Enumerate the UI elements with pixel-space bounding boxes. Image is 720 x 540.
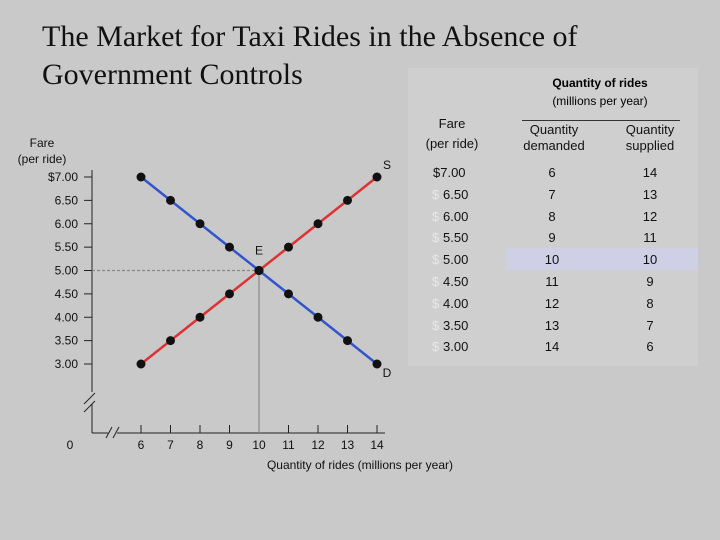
table-cell-demanded: 7 — [548, 186, 556, 202]
y-tick-label: 4.00 — [55, 310, 79, 324]
y-tick-label: $7.00 — [48, 170, 78, 184]
data-point-S — [284, 242, 293, 252]
demanded-column-header: Quantity demanded — [523, 122, 585, 153]
y-axis-break — [83, 400, 96, 413]
data-point-D — [195, 219, 205, 229]
table-cell-supplied: 6 — [646, 339, 654, 355]
x-tick-label: 14 — [370, 438, 384, 452]
table-cell-fare: 4.50 — [443, 274, 469, 289]
table-cell-supplied: 10 — [642, 252, 658, 268]
fare-dollar-ghost: $ — [432, 339, 440, 355]
table-header-title: Quantity of rides — [552, 76, 648, 90]
data-point-S — [166, 336, 175, 346]
data-point-D — [225, 242, 234, 252]
data-point-S — [372, 172, 382, 182]
x-tick-label: 7 — [167, 438, 174, 452]
table-cell-supplied: 13 — [642, 186, 658, 202]
fare-dollar-ghost: $ — [432, 295, 440, 311]
x-tick-label: 9 — [226, 438, 233, 452]
table-cell-demanded: 14 — [544, 339, 560, 355]
table-cell-demanded: 6 — [548, 165, 556, 180]
y-axis-label: (per ride) — [18, 152, 67, 166]
header-rule — [522, 120, 680, 121]
x-tick-label: 12 — [311, 438, 325, 452]
fare-dollar-ghost: $ — [432, 186, 440, 202]
table-cell-supplied: 11 — [643, 230, 657, 246]
table-cell-demanded: 10 — [544, 252, 560, 268]
x-axis-label: Quantity of rides (millions per year) — [267, 458, 453, 472]
fare-dollar-ghost: $ — [432, 252, 440, 268]
table-cell-demanded: 9 — [548, 230, 556, 246]
fare-column-header: Fare (per ride) — [414, 116, 490, 152]
data-point-D — [313, 312, 323, 322]
equilibrium-label: E — [255, 244, 263, 258]
x-axis-break — [105, 426, 113, 439]
table-cell-demanded: 12 — [544, 295, 560, 311]
data-point-D — [136, 172, 146, 182]
fare-column-header-line1: Fare — [438, 116, 466, 131]
table-header: Quantity of rides (millions per year) — [520, 76, 680, 108]
data-point-S — [136, 359, 146, 369]
series-label-D: D — [383, 366, 392, 380]
data-point-D — [372, 359, 382, 369]
supplied-column-header: Quantity supplied — [625, 122, 675, 153]
fare-column-header-line2: (per ride) — [425, 136, 479, 151]
x-tick-label: 11 — [282, 438, 295, 452]
table-cell-supplied: 12 — [642, 208, 658, 224]
table-cell-supplied: 14 — [642, 165, 658, 180]
table-cell-demanded: 11 — [545, 274, 559, 289]
table-panel — [408, 68, 698, 366]
table-cell-demanded: 13 — [544, 317, 560, 333]
data-point-S — [313, 219, 323, 229]
series-label-S: S — [383, 158, 391, 172]
y-axis-break — [83, 392, 96, 405]
x-tick-label: 13 — [341, 438, 355, 452]
x-tick-label: 10 — [252, 438, 266, 452]
table-cell-fare: 3.50 — [443, 317, 469, 333]
y-tick-label: 6.00 — [55, 217, 79, 231]
equilibrium-row-highlight — [506, 248, 698, 270]
table-cell-supplied: 8 — [646, 295, 654, 311]
y-axis-label: Fare — [30, 136, 55, 150]
table-cell-fare: 5.00 — [443, 252, 469, 268]
fare-dollar-ghost: $ — [432, 317, 440, 333]
fare-dollar-ghost: $ — [432, 230, 440, 246]
y-tick-label: 6.50 — [55, 193, 79, 207]
table-cell-fare: 4.00 — [443, 295, 469, 311]
y-tick-label: 5.00 — [55, 264, 79, 278]
data-point-S — [195, 312, 205, 322]
table-cell-supplied: 7 — [646, 317, 654, 333]
table-cell-demanded: 8 — [548, 208, 556, 224]
data-point-S — [343, 195, 352, 205]
table-cell-fare: 3.00 — [443, 339, 469, 355]
table-header-units: (millions per year) — [552, 94, 648, 108]
data-point-D — [284, 289, 293, 299]
data-point-D — [343, 336, 352, 346]
data-point-D — [166, 195, 175, 205]
table-cell-fare: 6.00 — [443, 208, 469, 224]
fare-dollar-ghost: $ — [432, 274, 440, 289]
table-cell-fare: 5.50 — [443, 230, 469, 246]
y-tick-label: 4.50 — [55, 287, 79, 301]
y-tick-label: 5.50 — [55, 240, 79, 254]
equilibrium-point — [254, 266, 264, 275]
table-cell-fare: $7.00 — [433, 165, 466, 180]
data-point-S — [225, 289, 234, 299]
y-tick-label: 3.00 — [55, 357, 79, 371]
x-origin-label: 0 — [67, 438, 74, 452]
y-tick-label: 3.50 — [55, 334, 79, 348]
slide-title: The Market for Taxi Rides in the Absence… — [42, 20, 578, 91]
table-cell-fare: 6.50 — [443, 186, 469, 202]
x-tick-label: 6 — [138, 438, 145, 452]
fare-dollar-ghost: $ — [432, 208, 440, 224]
x-tick-label: 8 — [197, 438, 204, 452]
table-cell-supplied: 9 — [646, 274, 654, 289]
x-axis-break — [112, 426, 120, 439]
